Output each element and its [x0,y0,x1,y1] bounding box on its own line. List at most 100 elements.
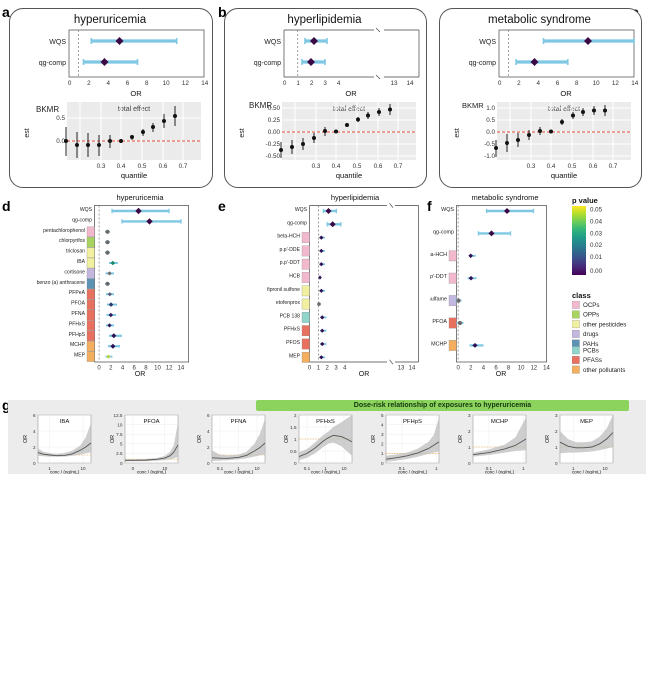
svg-text:WQS: WQS [479,39,496,46]
svg-text:2: 2 [326,366,330,372]
svg-text:conc / (ng/mL): conc / (ng/mL) [311,470,341,475]
svg-text:other pesticides: other pesticides [583,321,626,328]
svg-text:OR: OR [496,371,507,377]
svg-text:triclosan: triclosan [66,249,85,255]
svg-text:hyperuricemia: hyperuricemia [116,193,164,202]
svg-text:OR: OR [345,89,357,98]
svg-text:OCPs: OCPs [583,302,600,309]
svg-text:PFNA: PFNA [231,419,247,425]
svg-text:0.3: 0.3 [97,163,106,170]
svg-text:0.5: 0.5 [568,163,577,170]
svg-text:12: 12 [612,80,620,87]
svg-text:1: 1 [522,466,525,471]
svg-text:2: 2 [207,445,210,450]
svg-text:1: 1 [317,366,321,372]
svg-text:1.0: 1.0 [486,105,495,112]
svg-text:0.05: 0.05 [590,207,603,214]
svg-text:0.7: 0.7 [394,163,403,170]
svg-text:4: 4 [482,366,486,372]
svg-text:OR: OR [284,435,290,443]
svg-text:IBA: IBA [60,419,70,425]
svg-text:qg-comp: qg-comp [254,60,281,67]
svg-text:1: 1 [294,437,297,442]
svg-text:qg-comp: qg-comp [469,60,496,67]
svg-text:4: 4 [381,422,384,427]
svg-text:0: 0 [308,366,312,372]
svg-text:10: 10 [80,466,86,471]
svg-text:0.03: 0.03 [590,230,603,237]
svg-text:4: 4 [337,80,341,87]
svg-text:OR: OR [458,435,464,443]
svg-text:4: 4 [536,80,540,87]
svg-text:0.1: 0.1 [217,466,224,471]
svg-text:est: est [454,128,461,137]
svg-text:14: 14 [201,80,209,87]
svg-text:0: 0 [381,461,384,466]
svg-text:other pollutants: other pollutants [583,367,625,374]
svg-text:0.5: 0.5 [290,449,297,454]
svg-text:2: 2 [381,442,384,447]
svg-text:10: 10 [117,422,123,427]
svg-text:cortisone: cortisone [64,269,85,275]
svg-text:OR: OR [135,371,146,377]
svg-text:WQS: WQS [80,207,93,213]
svg-text:13: 13 [398,366,405,372]
svg-text:5: 5 [381,413,384,418]
svg-text:quantile: quantile [551,171,577,180]
svg-text:12: 12 [182,80,190,87]
svg-text:0.3: 0.3 [312,163,321,170]
svg-text:1: 1 [555,445,558,450]
svg-text:PFOA: PFOA [71,301,85,307]
svg-text:4: 4 [106,80,110,87]
svg-text:0: 0 [457,366,461,372]
svg-text:acesulfame: acesulfame [430,297,447,303]
svg-text:2: 2 [310,80,314,87]
svg-text:2: 2 [33,445,36,450]
svg-text:est: est [24,128,31,137]
svg-text:chlorpyrifos: chlorpyrifos [59,238,85,244]
svg-text:PFOS: PFOS [286,340,300,346]
svg-text:quantile: quantile [121,171,147,180]
svg-text:0: 0 [294,461,297,466]
svg-text:qg-comp: qg-comp [39,60,66,67]
svg-text:0.6: 0.6 [589,163,598,170]
svg-text:OR: OR [359,371,370,377]
svg-text:10: 10 [593,80,601,87]
svg-text:2: 2 [468,429,471,434]
svg-text:3: 3 [381,432,384,437]
svg-text:p.p'-DDT: p.p'-DDT [280,260,300,266]
svg-text:OR: OR [110,435,116,443]
svg-text:MCHP: MCHP [431,341,447,347]
svg-text:0.4: 0.4 [117,163,126,170]
svg-text:OR: OR [371,435,377,443]
svg-text:2.5: 2.5 [116,451,123,456]
svg-text:0: 0 [120,461,123,466]
svg-text:1: 1 [296,80,300,87]
svg-text:beta-HCH: beta-HCH [277,234,300,240]
svg-text:-1.0: -1.0 [484,153,495,160]
svg-text:12: 12 [530,366,537,372]
svg-text:0.4: 0.4 [332,163,341,170]
svg-text:0.5: 0.5 [56,115,65,122]
svg-text:MCHP: MCHP [70,342,86,348]
svg-text:0: 0 [468,461,471,466]
svg-text:0.0: 0.0 [486,129,495,136]
svg-text:WQS: WQS [441,207,454,213]
svg-text:1: 1 [381,451,384,456]
svg-text:10: 10 [163,80,171,87]
svg-text:6: 6 [207,413,210,418]
svg-text:IBA: IBA [77,259,86,265]
svg-text:HCB: HCB [289,274,300,280]
svg-text:hyperlipidemia: hyperlipidemia [331,193,380,202]
svg-text:-0.25: -0.25 [266,141,281,148]
svg-text:3: 3 [555,413,558,418]
svg-text:total effect: total effect [118,106,150,113]
svg-text:0.7: 0.7 [609,163,618,170]
svg-text:PFHxS: PFHxS [69,321,86,327]
svg-text:WQS: WQS [49,39,66,46]
svg-text:conc / (ng/mL): conc / (ng/mL) [485,470,515,475]
svg-text:14: 14 [543,366,550,372]
svg-text:benzo (a) anthracene: benzo (a) anthracene [37,280,86,286]
svg-text:BKMR: BKMR [462,101,484,110]
svg-text:12.5: 12.5 [114,413,123,418]
